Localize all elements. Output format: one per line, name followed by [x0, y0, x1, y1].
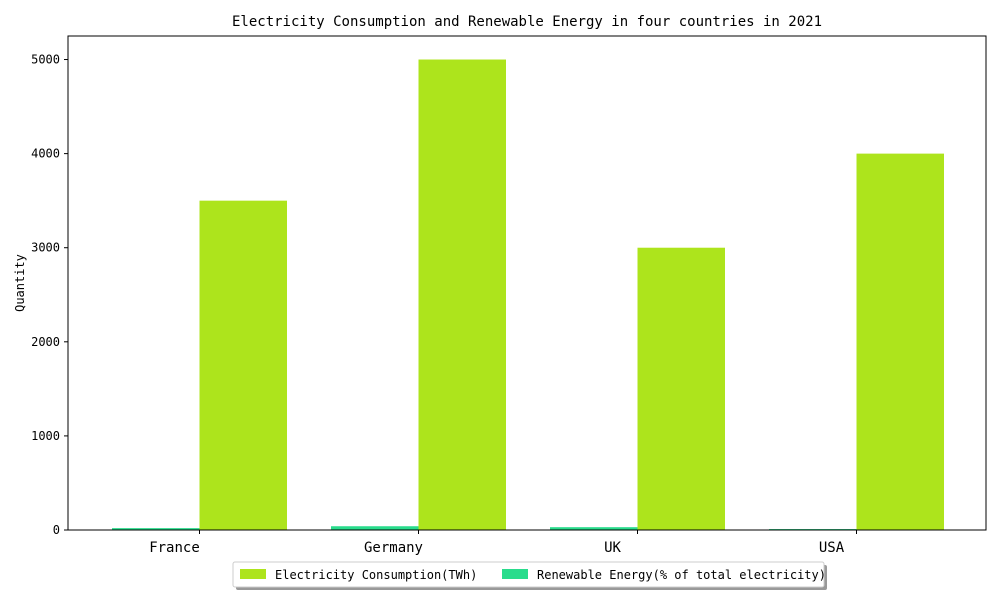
- bar-renewable-france: [112, 528, 200, 530]
- x-tick-label-uk: UK: [604, 540, 621, 556]
- legend: Electricity Consumption(TWh) Renewable En…: [232, 561, 827, 590]
- bar-consumption-usa: [856, 153, 944, 530]
- y-tick-label: 2000: [31, 335, 60, 349]
- y-tick-label: 5000: [31, 53, 60, 67]
- legend-swatch: [502, 569, 528, 579]
- legend-box: [232, 561, 825, 588]
- legend-label: Electricity Consumption(TWh): [275, 568, 477, 582]
- bar-consumption-france: [199, 200, 287, 530]
- legend-label: Renewable Energy(% of total electricity): [537, 568, 826, 582]
- chart-title: Electricity Consumption and Renewable En…: [232, 14, 822, 30]
- bar-renewable-germany: [331, 526, 419, 530]
- x-tick-label-usa: USA: [819, 540, 845, 556]
- bar-consumption-uk: [637, 247, 725, 530]
- y-tick-label: 0: [53, 523, 60, 537]
- bar-renewable-uk: [550, 527, 638, 530]
- y-tick-label: 3000: [31, 241, 60, 255]
- y-tick-label: 4000: [31, 147, 60, 161]
- bar-consumption-germany: [418, 59, 506, 531]
- x-tick-label-france: France: [149, 540, 200, 556]
- y-axis-ticks: 0 1000 2000 3000 4000 5000: [31, 53, 68, 537]
- legend-swatch: [240, 569, 266, 579]
- y-tick-label: 1000: [31, 429, 60, 443]
- plot-area-frame: [67, 35, 987, 531]
- y-axis-title: Quantity: [13, 254, 27, 312]
- x-axis-ticks: France Germany UK USA: [149, 530, 857, 556]
- x-tick-label-germany: Germany: [364, 540, 423, 556]
- bars-group: [112, 59, 944, 531]
